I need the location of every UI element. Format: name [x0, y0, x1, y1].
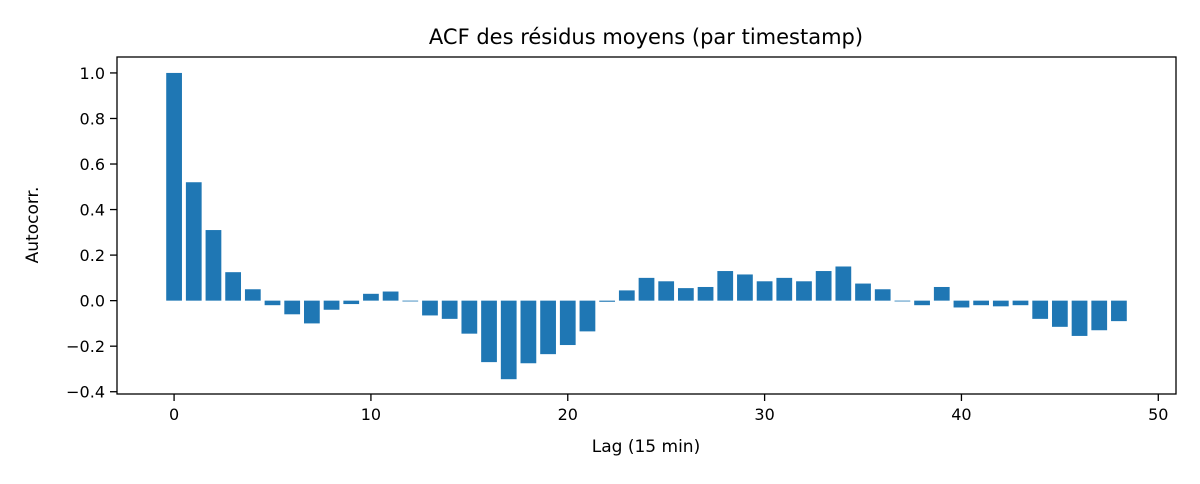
acf-bar: [973, 300, 989, 306]
acf-bar: [559, 300, 576, 346]
y-tick-label: 0.8: [80, 109, 105, 128]
y-tick-label: −0.4: [66, 383, 105, 402]
y-axis: −0.4 −0.2 0.0 0.2 0.4 0.6 0.8 1.0: [66, 64, 117, 402]
acf-bar: [402, 300, 419, 302]
bars-layer: [166, 72, 1127, 380]
acf-bar: [225, 272, 242, 301]
acf-bar: [363, 293, 379, 301]
acf-bar: [1111, 300, 1127, 322]
acf-bar: [244, 289, 261, 301]
acf-bar: [697, 286, 714, 301]
acf-bar: [717, 271, 734, 301]
acf-bar: [461, 300, 478, 334]
acf-bar: [304, 300, 320, 324]
acf-bar: [422, 300, 438, 316]
acf-bar: [737, 274, 753, 301]
acf-bar: [855, 283, 871, 301]
y-axis-label: Autocorr.: [23, 187, 43, 264]
acf-bar: [441, 300, 458, 319]
acf-bar: [953, 300, 970, 308]
x-tick-label: 30: [754, 405, 774, 424]
acf-bar: [992, 300, 1009, 307]
acf-bar: [874, 289, 891, 301]
acf-bar: [1051, 300, 1068, 327]
x-tick-label: 50: [1148, 405, 1168, 424]
chart-title: ACF des résidus moyens (par timestamp): [429, 25, 863, 49]
acf-bar: [658, 281, 675, 301]
acf-bar: [205, 230, 222, 301]
x-axis-label: Lag (15 min): [592, 437, 700, 457]
x-tick-label: 10: [361, 405, 381, 424]
acf-bar: [1012, 300, 1029, 306]
acf-bar: [677, 288, 694, 301]
y-tick-label: −0.2: [66, 337, 105, 356]
acf-bar: [756, 281, 773, 301]
acf-bar: [540, 300, 556, 355]
acf-bar: [835, 266, 852, 301]
y-tick-label: 0.0: [80, 292, 105, 311]
acf-bar: [382, 291, 399, 301]
acf-bar: [1032, 300, 1049, 319]
acf-bar: [1091, 300, 1108, 331]
acf-bar: [500, 300, 517, 380]
acf-bar: [618, 290, 635, 301]
acf-bar: [815, 271, 832, 301]
acf-bar: [264, 300, 281, 306]
x-tick-label: 20: [558, 405, 578, 424]
x-tick-label: 0: [169, 405, 179, 424]
acf-bar: [894, 300, 911, 302]
acf-bar: [933, 286, 950, 301]
acf-bar: [185, 182, 202, 301]
acf-bar: [284, 300, 301, 315]
y-tick-label: 0.2: [80, 246, 105, 265]
acf-bar: [638, 277, 655, 301]
acf-bar: [776, 277, 793, 301]
acf-bar: [796, 281, 812, 301]
acf-bar: [481, 300, 497, 363]
plot-frame: [116, 56, 1177, 395]
acf-bar: [579, 300, 596, 332]
y-tick-label: 1.0: [80, 64, 105, 83]
y-tick-label: 0.6: [80, 155, 105, 174]
y-tick-label: 0.4: [80, 201, 105, 220]
acf-bar: [343, 300, 360, 305]
acf-bar: [323, 300, 340, 310]
acf-bar: [914, 300, 930, 306]
x-axis: 0 10 20 30 40 50: [169, 394, 1168, 424]
acf-bar: [166, 72, 182, 301]
x-tick-label: 40: [951, 405, 971, 424]
acf-bar: [1071, 300, 1088, 336]
acf-bar: [599, 300, 616, 302]
acf-bar: [520, 300, 537, 364]
